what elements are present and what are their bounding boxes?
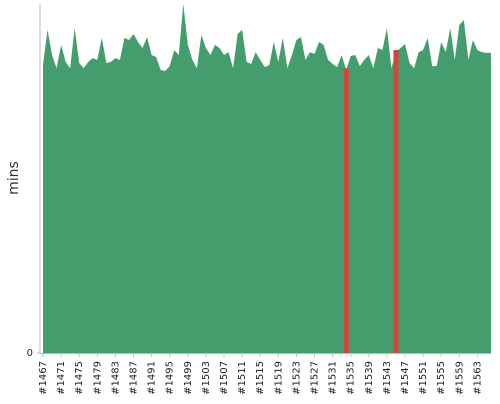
x-tick-label: #1515 xyxy=(255,361,266,395)
x-tick-label: #1495 xyxy=(165,361,176,395)
x-tick-label: #1483 xyxy=(110,361,121,395)
y-tick-label: 0 xyxy=(27,348,33,359)
bar xyxy=(393,50,399,354)
x-tick-label: #1467 xyxy=(38,361,49,395)
x-tick-label: #1491 xyxy=(147,361,158,395)
x-tick-label: #1547 xyxy=(400,361,411,395)
bar xyxy=(343,68,349,353)
x-tick-label: #1527 xyxy=(310,361,321,395)
x-tick-label: #1519 xyxy=(273,361,284,395)
x-tick-label: #1543 xyxy=(382,361,393,395)
x-tick-label: #1487 xyxy=(129,361,140,395)
y-axis-label: mins xyxy=(6,161,22,195)
x-tick-label: #1555 xyxy=(436,361,447,395)
x-tick-label: #1551 xyxy=(418,361,429,395)
x-tick-label: #1535 xyxy=(346,361,357,395)
x-tick-label: #1475 xyxy=(74,361,85,395)
area xyxy=(43,4,491,353)
x-tick-label: #1503 xyxy=(201,361,212,395)
x-tick-label: #1471 xyxy=(56,361,67,395)
x-tick-label: #1499 xyxy=(183,361,194,395)
x-tick-label: #1531 xyxy=(328,361,339,395)
x-tick-label: #1507 xyxy=(219,361,230,395)
x-tick-label: #1479 xyxy=(92,361,103,395)
x-tick-label: #1511 xyxy=(237,361,248,395)
x-tick-label: #1539 xyxy=(364,361,375,395)
x-tick-label: #1559 xyxy=(454,361,465,395)
x-tick-label: #1523 xyxy=(291,361,302,395)
x-tick-label: #1563 xyxy=(472,361,483,395)
